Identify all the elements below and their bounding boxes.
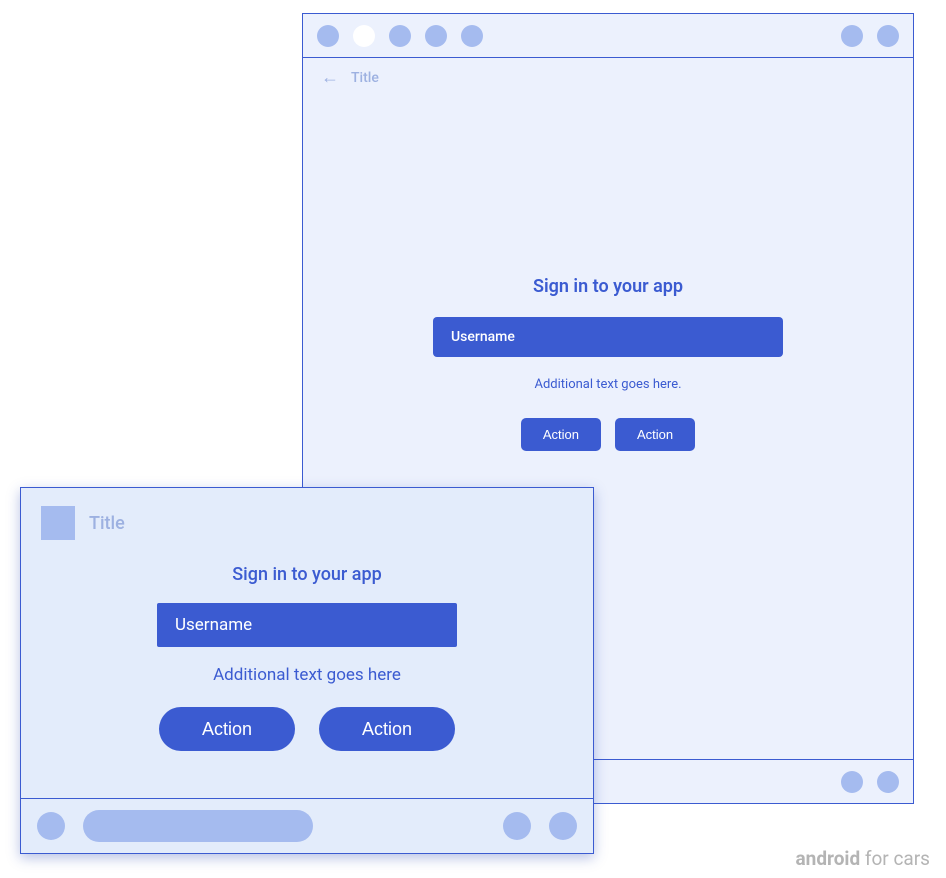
tablet-action-row: Action Action bbox=[521, 418, 695, 451]
action-button[interactable]: Action bbox=[521, 418, 601, 451]
nav-pill-icon[interactable] bbox=[83, 810, 313, 842]
signin-title: Sign in to your app bbox=[533, 276, 683, 297]
watermark: android for cars bbox=[796, 847, 930, 870]
status-dot-icon bbox=[877, 25, 899, 47]
phone-nav-bar bbox=[21, 798, 593, 853]
phone-title: Title bbox=[89, 513, 125, 534]
tablet-title: Title bbox=[351, 70, 379, 86]
status-dot-icon bbox=[841, 25, 863, 47]
app-square-icon bbox=[41, 506, 75, 540]
username-input-label: Username bbox=[451, 329, 515, 345]
additional-text: Additional text goes here. bbox=[534, 377, 681, 392]
status-dot-icon bbox=[461, 25, 483, 47]
phone-signin-content: Sign in to your app Username Additional … bbox=[21, 558, 593, 798]
back-arrow-icon[interactable]: ← bbox=[321, 69, 339, 87]
nav-dot-icon[interactable] bbox=[37, 812, 65, 840]
phone-header: Title bbox=[21, 488, 593, 558]
action-button[interactable]: Action bbox=[615, 418, 695, 451]
phone-action-row: Action Action bbox=[159, 707, 455, 751]
action-button[interactable]: Action bbox=[159, 707, 295, 751]
watermark-bold: android bbox=[796, 847, 861, 870]
tablet-header: ← Title bbox=[303, 58, 913, 98]
status-dot-icon bbox=[877, 771, 899, 793]
tablet-status-bar bbox=[303, 14, 913, 58]
username-input-label: Username bbox=[175, 615, 252, 635]
status-dot-icon bbox=[317, 25, 339, 47]
action-button[interactable]: Action bbox=[319, 707, 455, 751]
status-dot-icon bbox=[353, 25, 375, 47]
username-input[interactable]: Username bbox=[433, 317, 783, 357]
status-dot-icon bbox=[425, 25, 447, 47]
username-input[interactable]: Username bbox=[157, 603, 457, 647]
nav-dot-icon[interactable] bbox=[503, 812, 531, 840]
status-dot-icon bbox=[841, 771, 863, 793]
additional-text: Additional text goes here bbox=[213, 665, 401, 685]
watermark-rest: for cars bbox=[860, 847, 930, 870]
nav-dot-icon[interactable] bbox=[549, 812, 577, 840]
phone-panel: Title Sign in to your app Username Addit… bbox=[20, 487, 594, 854]
status-dot-icon bbox=[389, 25, 411, 47]
signin-title: Sign in to your app bbox=[232, 564, 381, 585]
